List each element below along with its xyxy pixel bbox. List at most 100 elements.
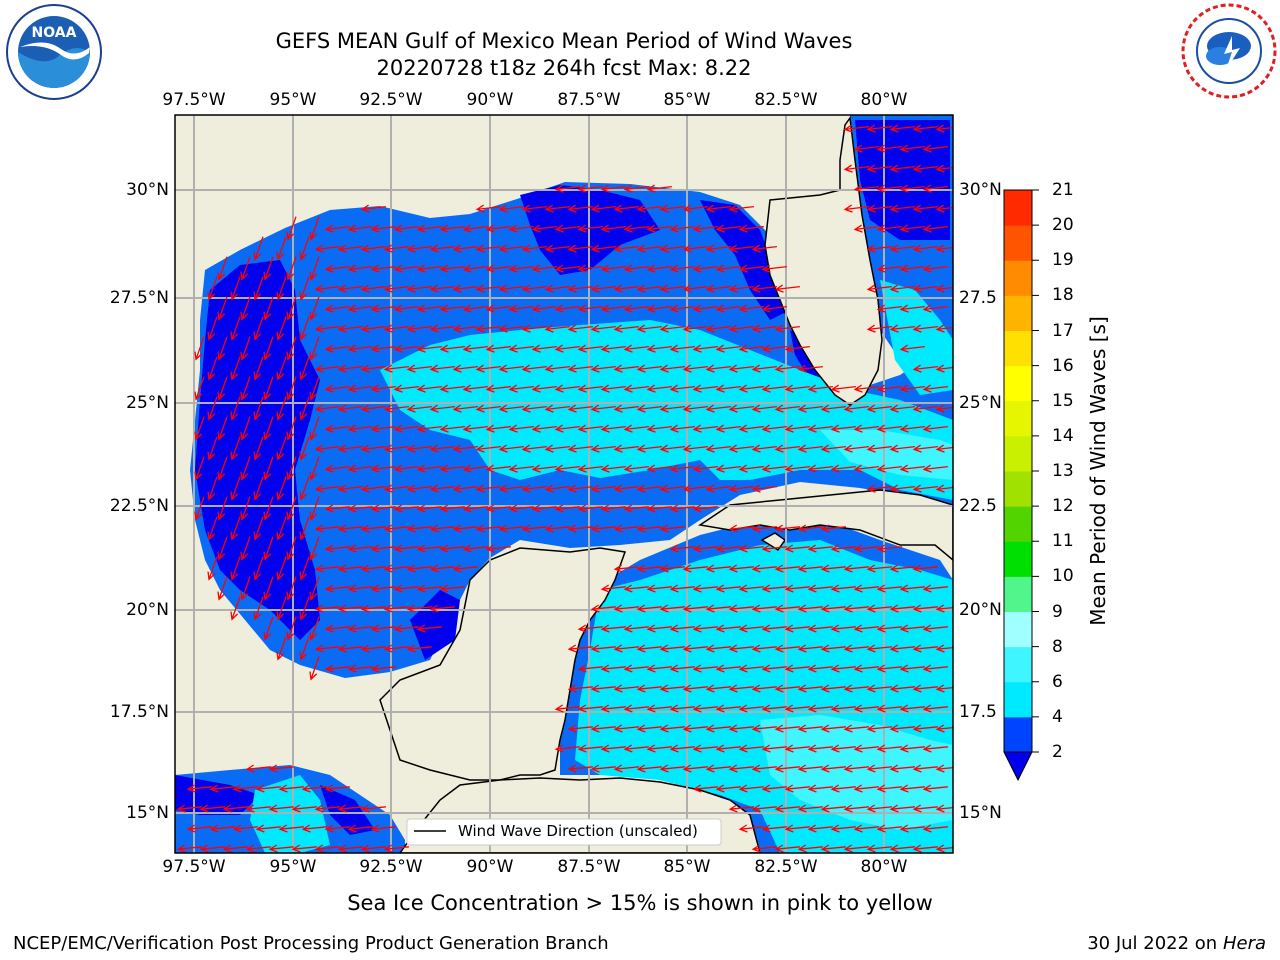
wind-arrow: [567, 644, 593, 653]
wind-arrow: [899, 264, 925, 273]
wind-arrow: [337, 804, 363, 813]
wind-arrow: [738, 544, 764, 553]
wind-arrow: [544, 284, 570, 293]
wind-arrow: [286, 576, 297, 601]
wind-arrow: [797, 364, 823, 373]
colorbar-band: [1004, 716, 1032, 753]
wind-arrow: [498, 484, 524, 493]
wind-arrow: [600, 704, 626, 713]
colorbar-tick-label: 13: [1052, 461, 1074, 481]
wind-arrow: [876, 184, 902, 193]
map-legend: [406, 818, 722, 846]
wind-arrow: [590, 484, 616, 493]
wind-arrow: [370, 664, 396, 673]
colorbar-band: [1004, 471, 1032, 507]
wind-arrow: [577, 464, 603, 473]
wind-arrow: [370, 624, 396, 633]
wind-arrow: [429, 324, 455, 333]
wind-arrow: [876, 144, 902, 153]
wind-arrow: [784, 384, 810, 393]
wind-arrow: [508, 224, 534, 233]
wind-arrow: [843, 684, 869, 693]
wind-arrow: [521, 524, 547, 533]
wind-arrow: [623, 424, 649, 433]
wind-arrow: [659, 404, 685, 413]
wind-arrow: [263, 416, 274, 441]
wind-arrow: [347, 344, 373, 353]
wind-arrow: [370, 504, 396, 513]
wind-arrow: [347, 624, 373, 633]
wind-arrow: [508, 424, 534, 433]
wind-arrow: [682, 724, 708, 733]
wind-arrow: [577, 424, 603, 433]
colorbar-band: [1004, 330, 1032, 367]
wind-arrow: [715, 384, 741, 393]
wind-arrow: [646, 384, 672, 393]
wind-arrow: [774, 604, 800, 613]
wind-arrow: [899, 784, 925, 793]
wind-arrow: [475, 244, 501, 253]
wind-arrow: [623, 744, 649, 753]
wind-arrow: [669, 704, 695, 713]
wind-arrow: [521, 204, 547, 213]
wind-arrow: [222, 844, 248, 853]
wind-arrow: [439, 304, 465, 313]
wind-arrow: [462, 504, 488, 513]
wind-arrow: [245, 804, 271, 813]
wind-arrow: [738, 464, 764, 473]
noaa-logo: NOAA: [5, 3, 103, 101]
wind-arrow: [462, 384, 488, 393]
wind-arrow: [728, 484, 754, 493]
wind-arrow: [475, 364, 501, 373]
wind-arrow: [347, 584, 373, 593]
wind-arrow: [314, 324, 340, 333]
wind-arrow: [705, 484, 731, 493]
wind-arrow: [889, 604, 915, 613]
wind-arrow: [475, 284, 501, 293]
wind-arrow: [521, 284, 547, 293]
wind-arrow: [383, 604, 409, 613]
wind-arrow: [217, 416, 228, 441]
wind-arrow: [309, 456, 320, 481]
wind-arrow: [935, 644, 953, 653]
wind-arrow: [623, 224, 649, 233]
wind-arrow: [682, 764, 708, 773]
wind-arrow: [738, 264, 764, 273]
wind-arrow: [761, 384, 787, 393]
wind-arrow: [245, 764, 271, 773]
wind-arrow: [217, 256, 228, 281]
wind-arrow: [600, 504, 626, 513]
wind-arrow: [889, 204, 915, 213]
wind-arrow: [853, 224, 879, 233]
wind-arrow: [370, 824, 396, 833]
wind-arrow: [600, 424, 626, 433]
wind-arrow: [429, 604, 455, 613]
wind-arrow: [309, 336, 320, 361]
wind-arrow: [299, 596, 310, 621]
wind-arrow: [623, 504, 649, 513]
wind-arrow: [876, 824, 902, 833]
wind-arrow: [360, 244, 386, 253]
wind-arrow: [922, 704, 948, 713]
lon-label-bottom-8: 80°W: [860, 857, 908, 877]
wind-arrow: [866, 444, 892, 453]
wind-arrow: [383, 524, 409, 533]
wind-arrow: [475, 324, 501, 333]
wind-arrow: [876, 224, 902, 233]
wind-arrow: [899, 464, 925, 473]
wind-arrow: [393, 264, 419, 273]
wind-arrow: [370, 304, 396, 313]
wind-arrow: [531, 464, 557, 473]
wind-arrow: [912, 684, 938, 693]
wind-arrow: [253, 596, 264, 621]
wind-arrow: [751, 604, 777, 613]
wind-arrow: [761, 704, 787, 713]
wind-arrow: [843, 404, 869, 413]
wind-arrow: [935, 484, 953, 493]
wind-arrow: [636, 564, 662, 573]
wind-arrow: [705, 244, 731, 253]
wind-arrow: [521, 244, 547, 253]
wind-arrow: [337, 324, 363, 333]
wind-arrow: [807, 664, 833, 673]
wind-arrow: [508, 344, 534, 353]
